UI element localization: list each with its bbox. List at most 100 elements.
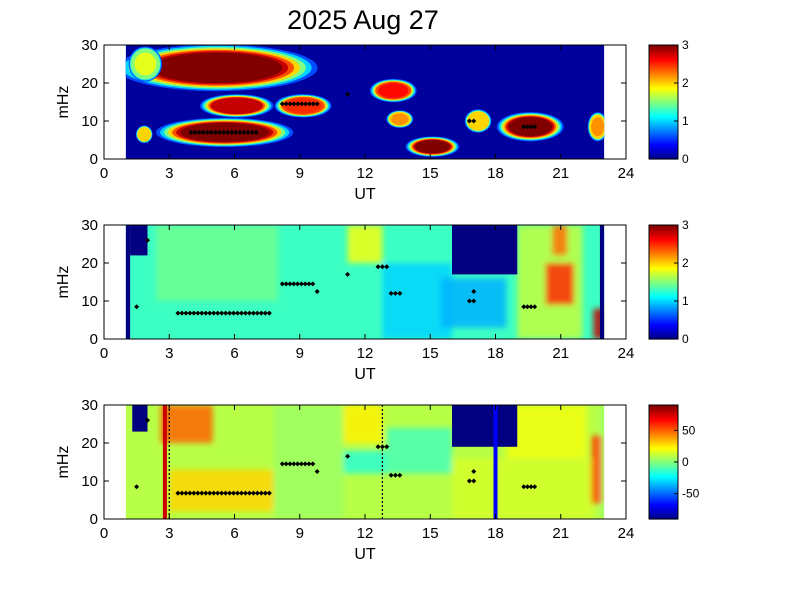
colorbar-segment — [649, 415, 678, 419]
colorbar-box — [648, 224, 679, 340]
data-marker — [262, 490, 268, 496]
data-marker — [314, 469, 320, 474]
y-tick-label: 10 — [81, 473, 98, 490]
colorbar-segment — [649, 453, 678, 456]
data-marker — [384, 444, 390, 450]
colorbar-segment — [649, 337, 678, 340]
y-axis-label: mHz — [55, 446, 72, 479]
colorbar-tick-label: 50 — [682, 423, 696, 437]
colorbar-segment — [649, 454, 678, 458]
data-marker — [225, 129, 231, 135]
data-marker — [345, 271, 351, 277]
heatmap-blob — [135, 125, 153, 144]
colorbar-segment — [649, 137, 678, 141]
colorbar-segment — [649, 148, 678, 151]
colorbar-segment — [649, 269, 678, 272]
colorbar-segment — [649, 470, 678, 474]
data-marker — [203, 310, 209, 316]
colorbar-segment — [649, 91, 678, 94]
y-tick-label: 30 — [81, 217, 98, 234]
data-marker — [521, 484, 527, 490]
data-marker — [291, 101, 297, 107]
colorbar-tick-label: 3 — [682, 218, 689, 232]
data-marker — [195, 490, 201, 496]
colorbar-tick-label: 3 — [682, 38, 689, 52]
colorbar-segment — [649, 486, 678, 490]
colorbar-segment — [649, 237, 678, 240]
colorbar-segment — [649, 490, 678, 493]
colorbar-segment — [649, 276, 678, 280]
heatmap-region — [156, 225, 278, 301]
data-marker — [195, 310, 201, 316]
colorbar-segment — [649, 116, 678, 119]
data-marker — [246, 490, 252, 496]
heatmap-blob — [274, 94, 332, 118]
colorbar-segment — [649, 308, 678, 312]
y-tick-label: 20 — [81, 435, 98, 452]
y-tick-label: 10 — [81, 113, 98, 130]
data-marker — [306, 101, 312, 107]
colorbar-segment — [649, 139, 678, 142]
data-marker — [254, 490, 260, 496]
heatmap-blob — [464, 109, 492, 133]
data-marker — [187, 490, 193, 496]
colorbar-segment — [649, 488, 678, 492]
colorbar-segment — [649, 244, 678, 247]
colorbar-tick-label: -50 — [682, 487, 700, 501]
colorbar-segment — [649, 121, 678, 124]
colorbar-segment — [649, 100, 678, 103]
colorbar-segment — [649, 438, 678, 442]
colorbar-segment — [649, 515, 678, 518]
data-marker — [524, 304, 530, 310]
colorbar-segment — [649, 462, 678, 465]
data-marker — [179, 310, 185, 316]
data-marker — [306, 461, 312, 467]
colorbar-segment — [649, 85, 678, 89]
data-marker — [291, 281, 297, 287]
colorbar-segment — [649, 102, 678, 105]
colorbar-segment — [649, 77, 678, 80]
x-tick-label: 12 — [357, 345, 374, 362]
colorbar-segment — [649, 314, 678, 317]
data-marker — [235, 490, 241, 496]
colorbar-segment — [649, 472, 678, 476]
data-marker — [384, 264, 390, 270]
colorbar-segment — [649, 465, 678, 468]
colorbar-segment — [649, 442, 678, 445]
colorbar-segment — [649, 433, 678, 436]
colorbar-segment — [649, 285, 678, 288]
colorbar-tick-label: 1 — [682, 294, 689, 308]
x-tick-label: 24 — [618, 345, 635, 362]
data-marker — [192, 129, 198, 135]
y-axis-label: mHz — [55, 86, 72, 119]
data-marker — [379, 444, 385, 450]
colorbar-segment — [649, 290, 678, 294]
data-marker — [254, 310, 260, 316]
colorbar-segment — [649, 492, 678, 495]
colorbar-segment — [649, 232, 678, 235]
data-marker — [207, 490, 213, 496]
data-marker — [134, 304, 140, 310]
data-marker — [521, 124, 527, 130]
data-marker — [283, 101, 289, 107]
data-marker — [302, 461, 308, 467]
data-marker — [283, 461, 289, 467]
data-marker — [466, 478, 472, 484]
colorbar-segment — [649, 303, 678, 306]
data-marker — [200, 129, 206, 135]
colorbar-segment — [649, 422, 678, 426]
data-marker — [528, 124, 534, 130]
y-tick-label: 0 — [90, 331, 98, 348]
colorbar-segment — [649, 447, 678, 451]
colorbar-segment — [649, 46, 678, 50]
data-marker — [199, 490, 205, 496]
colorbar-segment — [649, 50, 678, 53]
data-marker — [187, 310, 193, 316]
data-marker — [191, 490, 197, 496]
colorbar-tick-label: 0 — [682, 332, 689, 346]
data-marker — [246, 310, 252, 316]
x-tick-label: 21 — [552, 525, 569, 542]
data-marker — [199, 310, 205, 316]
data-marker — [223, 310, 229, 316]
